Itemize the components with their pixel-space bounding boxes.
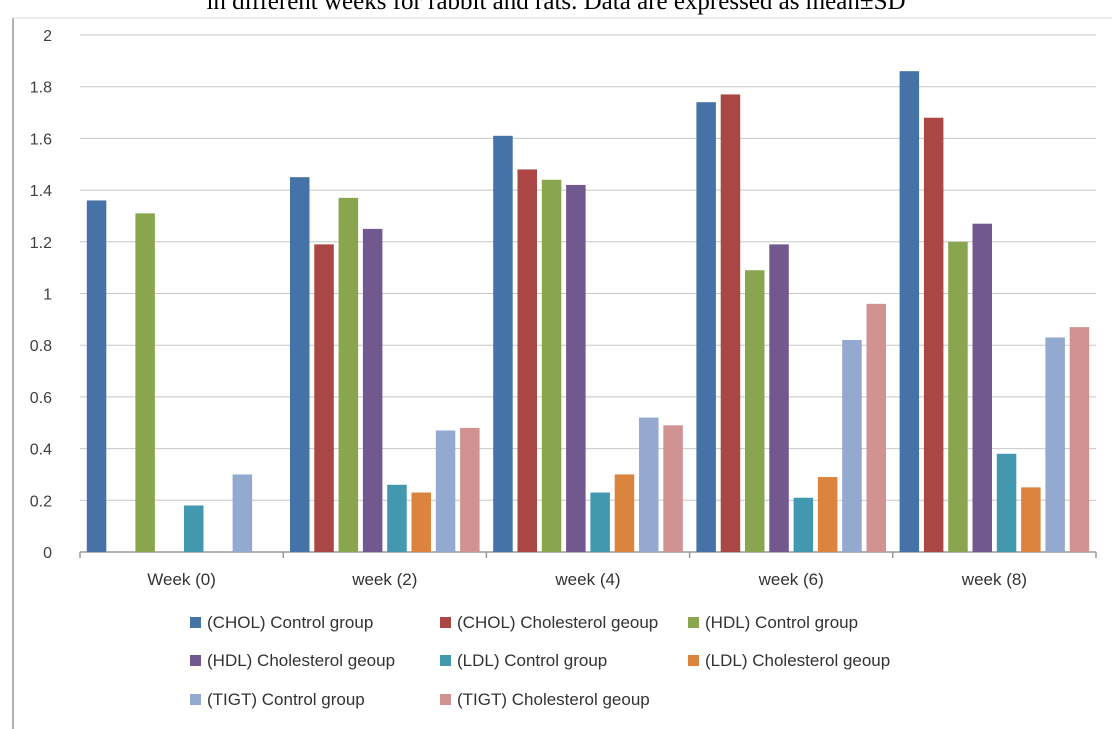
bar xyxy=(972,223,992,552)
bar xyxy=(639,417,659,552)
bar xyxy=(663,425,683,552)
legend-item: (HDL) Cholesterol geoup xyxy=(190,651,395,670)
legend-item: (CHOL) Control group xyxy=(190,613,373,632)
bar xyxy=(232,474,253,552)
bar-group xyxy=(86,200,253,553)
y-tick-label: 1.8 xyxy=(30,80,52,97)
bar xyxy=(696,102,716,553)
bar xyxy=(338,197,359,553)
legend-swatch xyxy=(440,655,451,666)
bar xyxy=(842,340,862,552)
legend-label: (CHOL) Control group xyxy=(207,613,373,632)
legend-swatch xyxy=(190,694,201,705)
legend-swatch xyxy=(440,617,451,628)
legend-item: (TIGT) Control group xyxy=(190,690,365,709)
bar xyxy=(493,135,513,552)
x-tick-label: week (8) xyxy=(961,570,1027,589)
legend-item: (HDL) Control group xyxy=(688,613,858,632)
bar xyxy=(866,303,886,552)
legend-label: (LDL) Control group xyxy=(457,651,607,670)
legend-swatch xyxy=(440,694,451,705)
bar xyxy=(86,200,107,552)
legend-swatch xyxy=(688,655,699,666)
bar xyxy=(590,492,610,552)
bars xyxy=(86,71,1090,553)
bar xyxy=(745,270,765,552)
bar xyxy=(1069,327,1090,552)
legend-label: (TIGT) Cholesterol geoup xyxy=(457,690,650,709)
bar xyxy=(435,430,456,552)
bar xyxy=(184,505,204,552)
bar xyxy=(899,71,920,552)
x-axis: Week (0) week (2) week (4) week (6) week (8) xyxy=(79,552,1097,589)
y-tick-label: 0.6 xyxy=(30,390,52,407)
x-tick-label: Week (0) xyxy=(147,570,216,589)
chart-frame xyxy=(12,17,1112,729)
bar-group xyxy=(290,177,480,553)
x-tick-label: week (6) xyxy=(758,570,824,589)
bar-group xyxy=(493,135,683,553)
y-axis-ticks: 0 0.2 0.4 0.6 0.8 1 1.2 1.4 1.6 1.8 2 xyxy=(30,28,52,562)
bar xyxy=(923,117,944,552)
y-tick-label: 0 xyxy=(43,545,52,562)
legend-swatch xyxy=(190,617,201,628)
y-tick-label: 1.6 xyxy=(30,131,52,148)
x-tick-label: week (2) xyxy=(351,570,417,589)
legend-item: (LDL) Control group xyxy=(440,651,607,670)
bar xyxy=(793,497,814,552)
y-tick-label: 0.8 xyxy=(30,338,52,355)
bar xyxy=(948,241,968,553)
bar xyxy=(517,169,537,553)
y-tick-label: 0.4 xyxy=(30,442,52,459)
bar xyxy=(314,244,334,552)
y-tick-label: 0.2 xyxy=(30,493,52,510)
bar xyxy=(387,484,407,552)
gridlines xyxy=(80,34,1096,553)
figure-caption: in different weeks for rabbit and rats. … xyxy=(206,0,906,15)
x-tick-label: week (4) xyxy=(554,570,620,589)
bar-group xyxy=(696,94,886,553)
y-tick-label: 1.2 xyxy=(30,235,52,252)
y-tick-label: 1.4 xyxy=(30,183,52,200)
legend: (CHOL) Control group (CHOL) Cholesterol g… xyxy=(190,613,890,709)
bar xyxy=(290,177,310,553)
legend-item: (CHOL) Cholesterol geoup xyxy=(440,613,658,632)
bar xyxy=(362,228,383,552)
bar xyxy=(135,213,155,553)
legend-label: (HDL) Control group xyxy=(705,613,858,632)
bar xyxy=(614,474,635,552)
legend-swatch xyxy=(688,617,699,628)
bar xyxy=(460,427,480,552)
legend-item: (LDL) Cholesterol geoup xyxy=(688,651,890,670)
legend-label: (CHOL) Cholesterol geoup xyxy=(457,613,658,632)
bar xyxy=(1045,337,1065,552)
legend-label: (HDL) Cholesterol geoup xyxy=(207,651,395,670)
bar xyxy=(566,184,586,552)
legend-label: (TIGT) Control group xyxy=(207,690,365,709)
y-tick-label: 2 xyxy=(43,28,52,45)
y-tick-label: 1 xyxy=(43,287,52,304)
legend-item: (TIGT) Cholesterol geoup xyxy=(440,690,650,709)
bar xyxy=(541,179,562,552)
bar xyxy=(996,453,1017,552)
legend-label: (LDL) Cholesterol geoup xyxy=(705,651,890,670)
bar xyxy=(817,477,838,552)
legend-swatch xyxy=(190,655,201,666)
bar-group xyxy=(899,71,1090,553)
bar xyxy=(1021,487,1041,552)
bar xyxy=(769,244,789,552)
bar xyxy=(411,492,431,552)
bar xyxy=(720,94,741,552)
